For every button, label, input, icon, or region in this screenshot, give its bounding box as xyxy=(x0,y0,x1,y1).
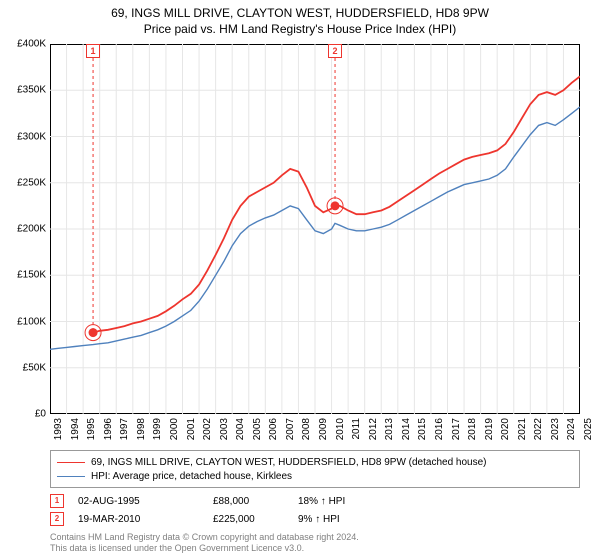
x-tick-label: 2006 xyxy=(268,418,279,440)
x-tick-label: 2003 xyxy=(219,418,230,440)
x-tick-label: 1995 xyxy=(86,418,97,440)
y-tick-label: £0 xyxy=(35,409,46,420)
legend-box: 69, INGS MILL DRIVE, CLAYTON WEST, HUDDE… xyxy=(50,450,580,488)
sale-pct-2: 9% ↑ HPI xyxy=(298,514,340,525)
x-tick-label: 2013 xyxy=(384,418,395,440)
x-tick-label: 1994 xyxy=(70,418,81,440)
x-tick-label: 2011 xyxy=(351,418,362,440)
footer-line1: Contains HM Land Registry data © Crown c… xyxy=(50,532,580,543)
x-tick-label: 2000 xyxy=(169,418,180,440)
y-tick-label: £50K xyxy=(23,362,46,373)
x-tick-label: 2018 xyxy=(467,418,478,440)
x-tick-label: 1993 xyxy=(53,418,64,440)
sale-marker-2: 2 xyxy=(50,512,64,526)
x-tick-label: 1997 xyxy=(119,418,130,440)
sales-list: 1 02-AUG-1995 £88,000 18% ↑ HPI 2 19-MAR… xyxy=(50,492,580,528)
legend-label-property: 69, INGS MILL DRIVE, CLAYTON WEST, HUDDE… xyxy=(91,457,487,468)
footer-line2: This data is licensed under the Open Gov… xyxy=(50,543,580,554)
x-tick-label: 2024 xyxy=(566,418,577,440)
x-tick-label: 2016 xyxy=(434,418,445,440)
chart-container: 69, INGS MILL DRIVE, CLAYTON WEST, HUDDE… xyxy=(0,0,600,560)
sale-row-1: 1 02-AUG-1995 £88,000 18% ↑ HPI xyxy=(50,492,580,510)
sale-date-1: 02-AUG-1995 xyxy=(78,496,213,507)
sale-price-1: £88,000 xyxy=(213,496,298,507)
chart-marker-2: 2 xyxy=(328,44,342,58)
x-tick-label: 2021 xyxy=(517,418,528,440)
sale-pct-1: 18% ↑ HPI xyxy=(298,496,345,507)
x-tick-label: 2008 xyxy=(301,418,312,440)
y-tick-label: £150K xyxy=(17,270,46,281)
legend-swatch-property xyxy=(57,462,85,463)
x-tick-label: 2005 xyxy=(252,418,263,440)
x-tick-label: 1999 xyxy=(152,418,163,440)
x-tick-label: 2015 xyxy=(417,418,428,440)
x-tick-label: 2010 xyxy=(335,418,346,440)
legend-label-hpi: HPI: Average price, detached house, Kirk… xyxy=(91,471,292,482)
x-tick-label: 1998 xyxy=(136,418,147,440)
x-tick-label: 2025 xyxy=(583,418,594,440)
x-tick-label: 2007 xyxy=(285,418,296,440)
chart-title-line2: Price paid vs. HM Land Registry's House … xyxy=(0,20,600,36)
x-tick-label: 2022 xyxy=(533,418,544,440)
legend-item-property: 69, INGS MILL DRIVE, CLAYTON WEST, HUDDE… xyxy=(57,455,573,469)
y-tick-label: £200K xyxy=(17,224,46,235)
x-tick-label: 1996 xyxy=(103,418,114,440)
sale-date-2: 19-MAR-2010 xyxy=(78,514,213,525)
sale-price-2: £225,000 xyxy=(213,514,298,525)
x-tick-label: 2020 xyxy=(500,418,511,440)
x-tick-label: 2019 xyxy=(484,418,495,440)
x-tick-label: 2002 xyxy=(202,418,213,440)
x-tick-label: 2012 xyxy=(368,418,379,440)
sale-marker-1: 1 xyxy=(50,494,64,508)
x-tick-label: 2023 xyxy=(550,418,561,440)
x-tick-label: 2014 xyxy=(401,418,412,440)
x-tick-label: 2017 xyxy=(451,418,462,440)
x-tick-label: 2004 xyxy=(235,418,246,440)
chart-marker-1: 1 xyxy=(86,44,100,58)
chart-title-line1: 69, INGS MILL DRIVE, CLAYTON WEST, HUDDE… xyxy=(0,0,600,20)
sale-row-2: 2 19-MAR-2010 £225,000 9% ↑ HPI xyxy=(50,510,580,528)
y-tick-label: £350K xyxy=(17,85,46,96)
legend-swatch-hpi xyxy=(57,476,85,477)
y-tick-label: £300K xyxy=(17,131,46,142)
chart-plot-area: £0£50K£100K£150K£200K£250K£300K£350K£400… xyxy=(50,44,580,414)
legend-item-hpi: HPI: Average price, detached house, Kirk… xyxy=(57,469,573,483)
y-tick-label: £400K xyxy=(17,39,46,50)
chart-svg xyxy=(50,44,580,414)
y-tick-label: £250K xyxy=(17,177,46,188)
x-tick-label: 2009 xyxy=(318,418,329,440)
y-tick-label: £100K xyxy=(17,316,46,327)
x-tick-label: 2001 xyxy=(186,418,197,440)
footer-attribution: Contains HM Land Registry data © Crown c… xyxy=(50,532,580,554)
